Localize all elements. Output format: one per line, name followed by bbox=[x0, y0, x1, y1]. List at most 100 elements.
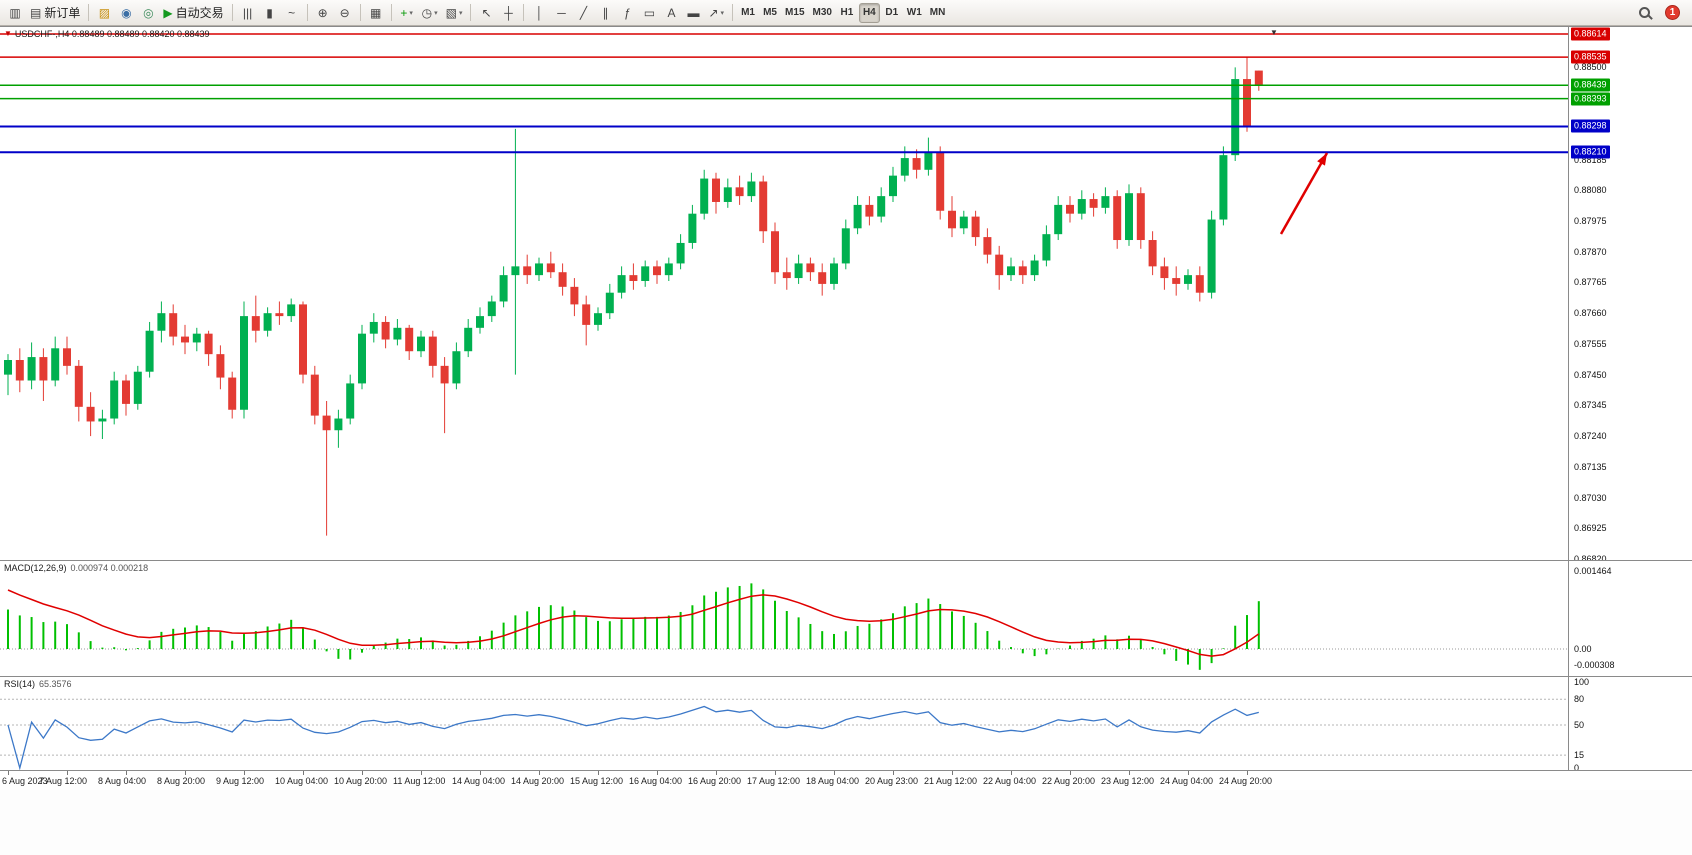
time-tick bbox=[1247, 771, 1248, 775]
price-tick: 0.87450 bbox=[1574, 369, 1607, 380]
time-tick bbox=[1070, 771, 1071, 775]
equidistant-channel-button[interactable]: ∥ bbox=[595, 3, 615, 23]
profiles-button[interactable]: ▨ bbox=[94, 3, 114, 23]
new-order-icon: ▤ bbox=[30, 5, 42, 20]
data-window-button[interactable]: ◎ bbox=[138, 3, 158, 23]
trend-arrow-head bbox=[1317, 153, 1327, 166]
bars-mode-button[interactable]: ||| bbox=[238, 3, 258, 23]
trendline-button[interactable]: ╱ bbox=[573, 3, 593, 23]
timeframe-w1-button[interactable]: W1 bbox=[904, 3, 925, 23]
market-watch-button[interactable]: ◉ bbox=[116, 3, 136, 23]
timeframe-m30-button[interactable]: M30 bbox=[810, 3, 835, 23]
timeframe-m5-button[interactable]: M5 bbox=[760, 3, 780, 23]
toolbar-separator bbox=[470, 4, 472, 21]
macd-axis[interactable]: 0.001464 0.00 -0.000308 bbox=[1568, 561, 1692, 676]
text-label-icon: ▬ bbox=[687, 5, 700, 20]
rsi-chart[interactable] bbox=[0, 677, 1568, 770]
time-label: 21 Aug 12:00 bbox=[924, 776, 978, 786]
timeframe-m5-label: M5 bbox=[763, 7, 777, 18]
candles-mode-icon: ▮ bbox=[266, 5, 273, 20]
rsi-value: 65.3576 bbox=[39, 679, 72, 689]
price-axis[interactable]: 0.88500 0.88185 0.88080 0.87975 0.87870 0.877… bbox=[1568, 27, 1692, 564]
timeframe-h4-button[interactable]: H4 bbox=[858, 2, 880, 23]
symbol-marker-icon: ▼ bbox=[4, 29, 12, 38]
toolbar-separator bbox=[732, 4, 734, 21]
text-button[interactable]: A bbox=[661, 3, 681, 23]
chart-shift-marker-icon[interactable]: ▼ bbox=[1270, 28, 1278, 37]
time-label: 22 Aug 04:00 bbox=[983, 776, 1037, 786]
macd-plot[interactable]: MACD(12,26,9) 0.000974 0.000218 bbox=[0, 561, 1568, 676]
time-tick bbox=[244, 771, 245, 775]
price-level-chip: 0.88439 bbox=[1571, 78, 1610, 92]
timeframe-mn-label: MN bbox=[929, 7, 946, 18]
horizontal-line-button[interactable]: ─ bbox=[551, 3, 571, 23]
cursor-icon: ↖ bbox=[481, 5, 492, 20]
indicators-dropdown-icon: ▾ bbox=[409, 9, 413, 17]
time-label: 11 Aug 12:00 bbox=[393, 776, 446, 786]
time-label: 16 Aug 04:00 bbox=[629, 776, 683, 786]
bars-mode-icon: ||| bbox=[242, 5, 253, 20]
new-order-button[interactable]: ▤ 新订单 bbox=[27, 3, 83, 23]
notification-badge[interactable]: 1 bbox=[1665, 5, 1680, 20]
timeframe-h1-button[interactable]: H1 bbox=[837, 3, 857, 23]
time-label: 18 Aug 04:00 bbox=[806, 776, 860, 786]
candles-mode-button[interactable]: ▮ bbox=[260, 3, 280, 23]
arrows-button[interactable]: ↗ ▾ bbox=[705, 3, 727, 23]
timeframe-h1-label: H1 bbox=[840, 7, 854, 18]
data-window-icon: ◎ bbox=[143, 5, 154, 20]
price-level-chip: 0.88298 bbox=[1571, 119, 1610, 133]
line-mode-button[interactable]: ~ bbox=[282, 3, 302, 23]
time-tick bbox=[893, 771, 894, 775]
time-tick bbox=[834, 771, 835, 775]
rsi-axis[interactable]: 100 80 50 15 0 bbox=[1568, 677, 1692, 773]
time-label: 17 Aug 12:00 bbox=[747, 776, 801, 786]
crosshair-button[interactable]: ┼ bbox=[498, 3, 518, 23]
tile-windows-icon: ▦ bbox=[369, 5, 382, 20]
periods-button[interactable]: ◷ ▾ bbox=[419, 3, 441, 23]
autotrading-button[interactable]: ▶ 自动交易 bbox=[160, 3, 226, 23]
timeframe-d1-button[interactable]: D1 bbox=[882, 3, 902, 23]
macd-tick: 0.001464 bbox=[1574, 565, 1612, 576]
fibonacci-button[interactable]: ƒ bbox=[617, 3, 637, 23]
cursor-button[interactable]: ↖ bbox=[476, 3, 496, 23]
tile-windows-button[interactable]: ▦ bbox=[366, 3, 386, 23]
chart-title: ▼ USDCHF-,H4 0.88489 0.88489 0.88420 0.8… bbox=[4, 29, 210, 39]
rsi-plot[interactable]: RSI(14) 65.3576 bbox=[0, 677, 1568, 770]
time-tick bbox=[303, 771, 304, 775]
price-tick: 0.87975 bbox=[1574, 215, 1607, 226]
timeframe-mn-button[interactable]: MN bbox=[927, 3, 949, 23]
timeframe-w1-label: W1 bbox=[906, 7, 922, 18]
zoom-out-button[interactable]: ⊖ bbox=[335, 3, 355, 23]
time-tick bbox=[952, 771, 953, 775]
profiles-icon: ▨ bbox=[98, 5, 111, 20]
timeframe-m15-button[interactable]: M15 bbox=[782, 3, 807, 23]
macd-chart[interactable] bbox=[0, 561, 1568, 676]
toolbar-separator bbox=[306, 4, 308, 21]
templates-button[interactable]: ▧ ▾ bbox=[443, 3, 466, 23]
vertical-line-button[interactable]: │ bbox=[529, 3, 549, 23]
text-label-button[interactable]: ▬ bbox=[683, 3, 703, 23]
time-tick bbox=[775, 771, 776, 775]
time-tick bbox=[8, 771, 9, 775]
time-tick bbox=[362, 771, 363, 775]
shapes-icon: ▭ bbox=[643, 5, 656, 20]
time-axis[interactable]: 6 Aug 2023 7 Aug 12:00 8 Aug 04:00 8 Aug 20… bbox=[0, 770, 1692, 790]
price-tick: 0.87240 bbox=[1574, 431, 1607, 442]
candlestick-chart[interactable] bbox=[0, 27, 1568, 560]
indicators-button[interactable]: + ▾ bbox=[397, 3, 417, 23]
time-label: 14 Aug 20:00 bbox=[511, 776, 565, 786]
time-label: 16 Aug 20:00 bbox=[688, 776, 742, 786]
new-chart-button[interactable]: ▥ bbox=[5, 3, 25, 23]
horizontal-line-icon: ─ bbox=[557, 5, 566, 20]
main-plot[interactable]: ▼ USDCHF-,H4 0.88489 0.88489 0.88420 0.8… bbox=[0, 27, 1568, 560]
time-label: 8 Aug 20:00 bbox=[157, 776, 206, 786]
workspace-empty bbox=[0, 790, 1692, 855]
main-chart-pane: ▼ USDCHF-,H4 0.88489 0.88489 0.88420 0.8… bbox=[0, 26, 1692, 564]
timeframe-m1-button[interactable]: M1 bbox=[738, 3, 758, 23]
shapes-button[interactable]: ▭ bbox=[639, 3, 659, 23]
zoom-in-button[interactable]: ⊕ bbox=[313, 3, 333, 23]
timeframe-m15-label: M15 bbox=[785, 7, 805, 18]
search-button[interactable] bbox=[1634, 3, 1654, 23]
time-label: 10 Aug 04:00 bbox=[275, 776, 329, 786]
